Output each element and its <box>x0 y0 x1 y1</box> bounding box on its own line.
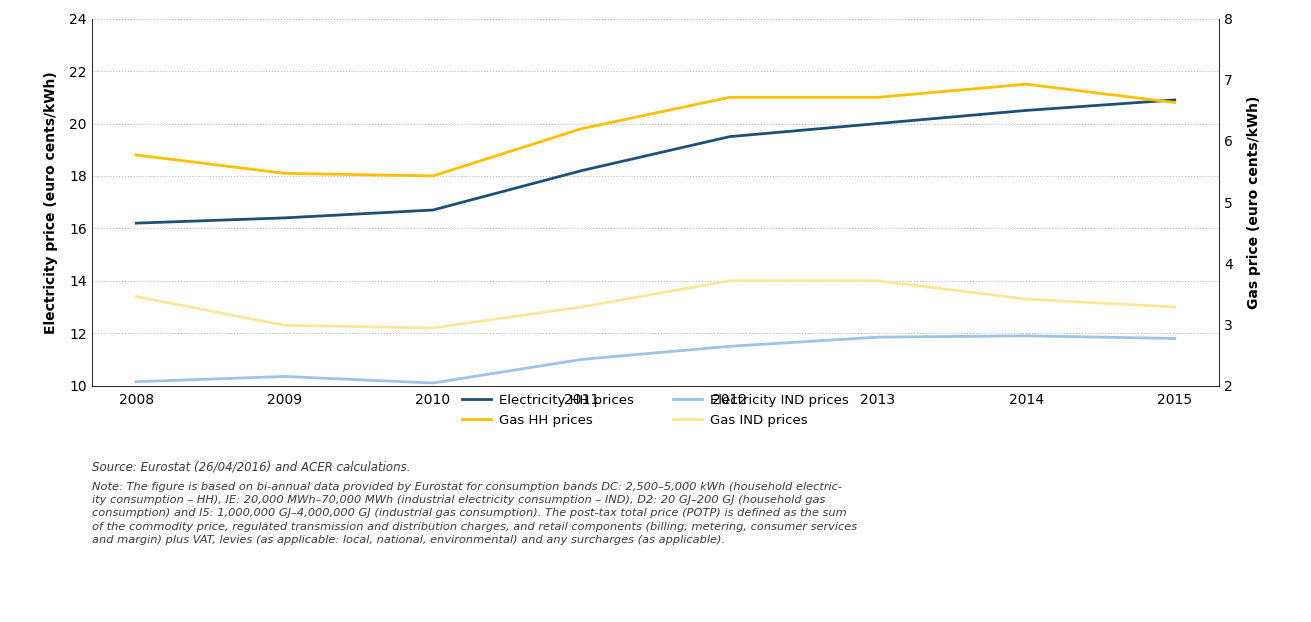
Y-axis label: Gas price (euro cents/kWh): Gas price (euro cents/kWh) <box>1247 95 1261 309</box>
Text: Source: Eurostat (26/04/2016) and ACER calculations.: Source: Eurostat (26/04/2016) and ACER c… <box>92 460 410 473</box>
Text: Note: The figure is based on bi-annual data provided by Eurostat for consumption: Note: The figure is based on bi-annual d… <box>92 482 857 545</box>
Legend: Electricity HH prices, Gas HH prices, Electricity IND prices, Gas IND prices: Electricity HH prices, Gas HH prices, El… <box>456 389 855 432</box>
Y-axis label: Electricity price (euro cents/kWh): Electricity price (euro cents/kWh) <box>45 71 58 333</box>
